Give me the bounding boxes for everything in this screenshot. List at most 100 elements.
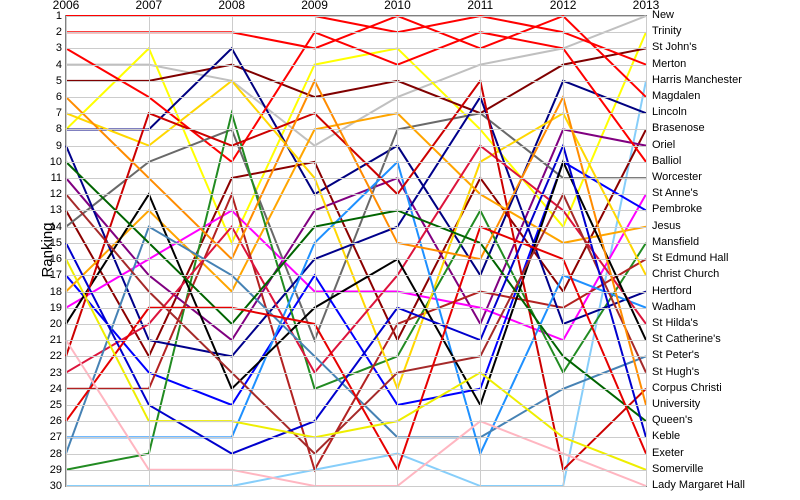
x-tick-label: 2012: [550, 0, 577, 12]
series-label: Corpus Christi: [652, 382, 722, 394]
grid-h: [66, 81, 646, 82]
y-tick-label: 23: [44, 367, 62, 379]
y-tick-label: 3: [44, 42, 62, 54]
grid-v: [563, 16, 564, 486]
y-tick-label: 29: [44, 464, 62, 476]
y-tick-label: 30: [44, 480, 62, 492]
grid-h: [66, 470, 646, 471]
lines-svg: [66, 16, 646, 486]
series-label: Keble: [652, 430, 680, 442]
series-label: Worcester: [652, 171, 702, 183]
series-label: Mansfield: [652, 236, 699, 248]
series-label: St Edmund Hall: [652, 252, 728, 264]
series-label: Harris Manchester: [652, 74, 742, 86]
series-label: Magdalen: [652, 90, 700, 102]
grid-v: [315, 16, 316, 486]
x-tick-label: 2008: [218, 0, 245, 12]
y-tick-label: 18: [44, 286, 62, 298]
y-tick-label: 5: [44, 75, 62, 87]
grid-h: [66, 389, 646, 390]
x-tick-label: 2009: [301, 0, 328, 12]
y-tick-label: 1: [44, 10, 62, 22]
x-tick-label: 2011: [467, 0, 493, 12]
grid-h: [66, 113, 646, 114]
series-label: Somerville: [652, 463, 703, 475]
grid-h: [66, 162, 646, 163]
series-label: University: [652, 398, 700, 410]
grid-h: [66, 292, 646, 293]
grid-h: [66, 227, 646, 228]
grid-v: [149, 16, 150, 486]
y-tick-label: 13: [44, 204, 62, 216]
grid-v: [66, 16, 67, 486]
series-label: St Anne's: [652, 187, 698, 199]
series-label: St Hugh's: [652, 366, 699, 378]
grid-h: [66, 405, 646, 406]
grid-h: [66, 48, 646, 49]
series-label: Brasenose: [652, 122, 705, 134]
grid-h: [66, 308, 646, 309]
series-label: New: [652, 9, 674, 21]
y-tick-label: 27: [44, 431, 62, 443]
grid-h: [66, 97, 646, 98]
y-tick-label: 16: [44, 253, 62, 265]
series-label: St Catherine's: [652, 333, 721, 345]
y-tick-label: 2: [44, 26, 62, 38]
grid-h: [66, 340, 646, 341]
y-tick-label: 4: [44, 59, 62, 71]
series-label: Hertford: [652, 285, 692, 297]
y-tick-label: 8: [44, 123, 62, 135]
grid-h: [66, 65, 646, 66]
series-label: Merton: [652, 58, 686, 70]
y-tick-label: 10: [44, 156, 62, 168]
y-tick-label: 6: [44, 91, 62, 103]
series-label: Exeter: [652, 447, 684, 459]
series-label: Jesus: [652, 220, 681, 232]
grid-h: [66, 324, 646, 325]
x-tick-label: 2007: [135, 0, 162, 12]
grid-h: [66, 275, 646, 276]
plot-area: 2006200720082009201020112012201312345678…: [65, 15, 647, 487]
ranking-chart: Ranking 20062007200820092010201120122013…: [10, 10, 790, 490]
grid-h: [66, 210, 646, 211]
y-tick-label: 24: [44, 383, 62, 395]
grid-v: [397, 16, 398, 486]
grid-h: [66, 243, 646, 244]
series-label: St Peter's: [652, 349, 699, 361]
grid-h: [66, 32, 646, 33]
series-label: Trinity: [652, 25, 682, 37]
series-label: Oriel: [652, 139, 675, 151]
y-tick-label: 26: [44, 415, 62, 427]
grid-h: [66, 373, 646, 374]
y-tick-label: 17: [44, 269, 62, 281]
y-tick-label: 19: [44, 302, 62, 314]
series-label: Pembroke: [652, 203, 702, 215]
y-tick-label: 25: [44, 399, 62, 411]
grid-h: [66, 194, 646, 195]
grid-h: [66, 356, 646, 357]
grid-v: [646, 16, 647, 486]
y-tick-label: 28: [44, 448, 62, 460]
y-tick-label: 9: [44, 140, 62, 152]
grid-h: [66, 259, 646, 260]
series-label: Lady Margaret Hall: [652, 479, 745, 491]
grid-h: [66, 178, 646, 179]
series-line: [66, 146, 646, 454]
grid-h: [66, 454, 646, 455]
y-tick-label: 22: [44, 350, 62, 362]
series-label: Lincoln: [652, 106, 687, 118]
y-tick-label: 12: [44, 188, 62, 200]
series-label: Christ Church: [652, 268, 719, 280]
grid-h: [66, 421, 646, 422]
series-label: St Hilda's: [652, 317, 698, 329]
y-tick-label: 20: [44, 318, 62, 330]
series-label: St John's: [652, 41, 697, 53]
series-label: Wadham: [652, 301, 696, 313]
y-tick-label: 14: [44, 221, 62, 233]
grid-v: [480, 16, 481, 486]
grid-h: [66, 129, 646, 130]
y-tick-label: 15: [44, 237, 62, 249]
y-tick-label: 7: [44, 107, 62, 119]
grid-v: [232, 16, 233, 486]
grid-h: [66, 146, 646, 147]
